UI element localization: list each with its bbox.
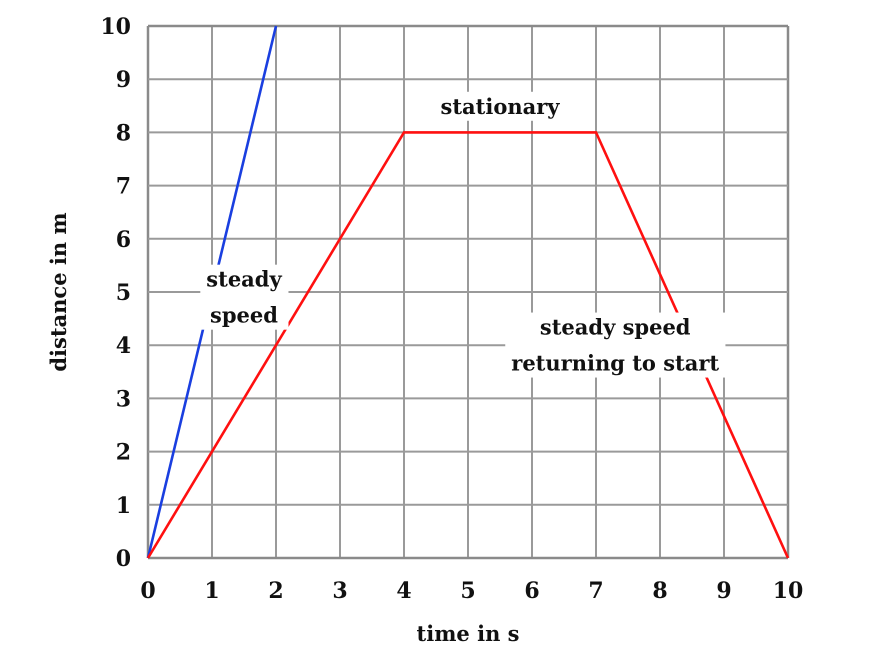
y-tick-label-6: 6 — [116, 227, 131, 253]
annotation-1-line-0: stationary — [441, 94, 561, 119]
y-tick-label-2: 2 — [116, 440, 131, 466]
annotation-1-background — [434, 91, 567, 121]
y-tick-label-7: 7 — [116, 174, 131, 200]
x-tick-label-6: 6 — [524, 578, 539, 604]
annotation-0: steady speed — [200, 264, 289, 330]
y-axis-label: distance in m — [46, 212, 71, 371]
x-tick-label-0: 0 — [140, 578, 155, 604]
x-axis-label: time in s — [417, 621, 520, 646]
annotation-2-line-0: steady speed — [540, 315, 691, 340]
y-tick-label-8: 8 — [116, 120, 131, 146]
annotation-0-line-1: speed — [210, 303, 278, 328]
annotation-2-line-1: returning to start — [511, 351, 719, 376]
x-tick-label-5: 5 — [460, 578, 475, 604]
y-tick-label-1: 1 — [116, 493, 131, 519]
annotation-0-background — [200, 264, 289, 330]
y-tick-label-3: 3 — [116, 386, 131, 412]
annotation-2: steady speed returning to start — [505, 312, 726, 378]
x-tick-label-9: 9 — [716, 578, 731, 604]
x-tick-label-10: 10 — [773, 578, 804, 604]
y-tick-label-0: 0 — [116, 546, 131, 572]
x-tick-label-1: 1 — [204, 578, 219, 604]
y-tick-label-5: 5 — [116, 280, 131, 306]
x-tick-label-4: 4 — [396, 578, 411, 604]
x-tick-label-8: 8 — [652, 578, 667, 604]
x-tick-label-2: 2 — [268, 578, 283, 604]
annotation-2-background — [505, 312, 726, 378]
y-tick-label-10: 10 — [100, 14, 131, 40]
y-tick-label-9: 9 — [116, 67, 131, 93]
x-tick-label-7: 7 — [588, 578, 603, 604]
annotations: steady speed stationary steady speed returni… — [200, 91, 726, 378]
x-tick-label-3: 3 — [332, 578, 347, 604]
tick-labels: 0 1 2 3 4 5 6 7 8 9 10 0 1 2 3 4 5 6 7 8 9 10 — [100, 14, 803, 604]
annotation-1: stationary — [434, 91, 567, 121]
y-tick-label-4: 4 — [116, 333, 131, 359]
annotation-0-line-0: steady — [206, 267, 282, 292]
